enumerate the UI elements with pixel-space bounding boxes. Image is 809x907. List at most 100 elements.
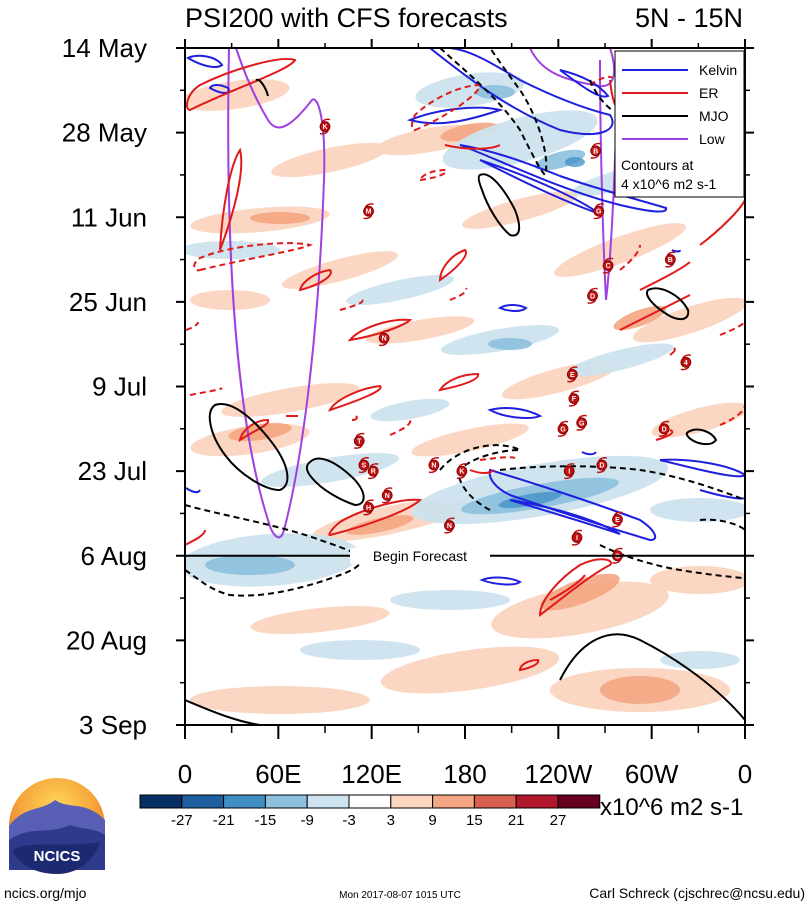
x-tick-label: 180 bbox=[443, 759, 486, 789]
begin-forecast-label: Begin Forecast bbox=[373, 548, 467, 564]
storm-letter: D bbox=[662, 426, 667, 433]
colorbar-label: 27 bbox=[550, 812, 567, 829]
y-tick-label: 23 Jul bbox=[78, 456, 147, 486]
storm-marker: T bbox=[353, 432, 365, 449]
storm-marker: E bbox=[566, 366, 578, 383]
storm-marker: E bbox=[612, 511, 623, 528]
storm-marker: F bbox=[568, 390, 580, 407]
colorbar-swatch bbox=[473, 794, 517, 809]
storm-letter: R bbox=[371, 469, 376, 476]
colorbar-swatch bbox=[557, 794, 601, 809]
y-tick-label: 6 Aug bbox=[80, 541, 147, 571]
storm-marker: H bbox=[363, 499, 374, 516]
y-tick-label: 28 May bbox=[62, 118, 147, 148]
x-tick-label: 60E bbox=[255, 759, 301, 789]
storm-letter: G bbox=[596, 209, 602, 216]
storm-marker: G bbox=[593, 203, 605, 220]
storm-marker: D bbox=[658, 420, 670, 437]
storm-marker: R bbox=[367, 463, 379, 480]
er-contours bbox=[185, 58, 745, 672]
storm-marker: I bbox=[563, 463, 575, 480]
chart-subtitle: 5N - 15N bbox=[635, 3, 743, 33]
y-tick-label: 3 Sep bbox=[79, 710, 147, 740]
storm-marker: C bbox=[602, 257, 614, 274]
y-tick-label: 9 Jul bbox=[92, 372, 147, 402]
storm-marker: I bbox=[571, 529, 583, 546]
storm-letter: H bbox=[366, 505, 371, 512]
colorbar-label: 21 bbox=[508, 812, 525, 829]
storm-letter: E bbox=[570, 372, 575, 379]
storm-letter: K bbox=[322, 124, 327, 131]
storm-letter: B bbox=[593, 148, 598, 155]
storm-letter: 4 bbox=[684, 360, 688, 367]
storm-letter: I bbox=[568, 469, 570, 476]
colorbar-swatch bbox=[306, 794, 350, 809]
storm-marker: D bbox=[596, 457, 608, 474]
storm-marker: S bbox=[358, 457, 370, 474]
x-axis: 0 60E 120E 180 120W 60W 0 bbox=[178, 39, 752, 789]
colorbar-label: 9 bbox=[428, 812, 436, 829]
colorbar-swatch bbox=[139, 794, 183, 809]
colorbar-units: x10^6 m2 s-1 bbox=[600, 794, 743, 821]
storm-marker: 4 bbox=[680, 354, 692, 371]
x-tick-label: 60W bbox=[625, 759, 679, 789]
colorbar-label: -3 bbox=[342, 812, 355, 829]
chart-title: PSI200 with CFS forecasts bbox=[185, 3, 508, 33]
storm-marker: K bbox=[456, 463, 468, 480]
storm-markers: KMNTSRHNNKNBGCDB4EFGGDIDEIG bbox=[319, 118, 692, 564]
storm-letter: T bbox=[357, 438, 362, 445]
footer-right: Carl Schreck (cjschrec@ncsu.edu) bbox=[589, 885, 805, 901]
colorbar-swatch bbox=[515, 794, 559, 809]
y-tick-label: 20 Aug bbox=[66, 625, 147, 655]
storm-letter: N bbox=[385, 493, 390, 500]
kelvin-contours bbox=[185, 48, 745, 586]
x-tick-label: 0 bbox=[178, 759, 192, 789]
storm-letter: K bbox=[459, 469, 464, 476]
colorbar-swatch bbox=[390, 794, 434, 809]
storm-marker: B bbox=[590, 142, 602, 159]
storm-marker: K bbox=[319, 118, 331, 135]
legend: Kelvin ER MJO Low Contours at 4 x10^6 m2 s-… bbox=[614, 50, 745, 198]
storm-letter: N bbox=[447, 523, 452, 530]
colorbar-label: -27 bbox=[171, 812, 193, 829]
storm-letter: D bbox=[599, 463, 604, 470]
footer-left: ncics.org/mjo bbox=[4, 885, 87, 901]
colorbar-label: 15 bbox=[466, 812, 483, 829]
legend-note-2: 4 x10^6 m2 s-1 bbox=[621, 176, 716, 192]
storm-letter: B bbox=[668, 257, 673, 264]
storm-marker: G bbox=[576, 414, 588, 431]
storm-letter: I bbox=[576, 535, 578, 542]
storm-letter: S bbox=[362, 463, 367, 470]
storm-letter: G bbox=[579, 420, 585, 427]
colorbar: -27 -21 -15 -9 -3 3 9 15 21 27 bbox=[139, 794, 601, 829]
legend-note-1: Contours at bbox=[621, 157, 693, 173]
colorbar-swatch bbox=[223, 794, 266, 809]
storm-marker: N bbox=[444, 517, 455, 534]
storm-marker: B bbox=[664, 251, 676, 268]
colorbar-label: 3 bbox=[387, 812, 395, 829]
y-tick-label: 25 Jun bbox=[69, 287, 147, 317]
storm-letter: C bbox=[606, 263, 611, 270]
legend-label: Low bbox=[699, 131, 726, 147]
colorbar-label: -21 bbox=[213, 812, 235, 829]
ncics-logo: NCICS bbox=[9, 778, 105, 874]
legend-label: ER bbox=[699, 85, 718, 101]
storm-marker: M bbox=[363, 203, 374, 220]
storm-marker: N bbox=[378, 330, 390, 347]
x-tick-label: 120W bbox=[524, 759, 592, 789]
storm-letter: N bbox=[382, 336, 387, 343]
x-tick-label: 120E bbox=[341, 759, 402, 789]
colorbar-swatch bbox=[348, 794, 392, 809]
footer-center: Mon 2017-08-07 1015 UTC bbox=[339, 890, 461, 901]
colorbar-swatch bbox=[432, 794, 475, 809]
colorbar-label: -9 bbox=[301, 812, 314, 829]
x-tick-label: 0 bbox=[738, 759, 752, 789]
legend-label: Kelvin bbox=[699, 62, 737, 78]
colorbar-label: -15 bbox=[255, 812, 277, 829]
y-tick-label: 14 May bbox=[62, 33, 147, 63]
storm-letter: F bbox=[572, 396, 577, 403]
legend-label: MJO bbox=[699, 108, 729, 124]
storm-marker: N bbox=[381, 487, 393, 504]
forecast-marker: Begin Forecast bbox=[185, 547, 745, 564]
